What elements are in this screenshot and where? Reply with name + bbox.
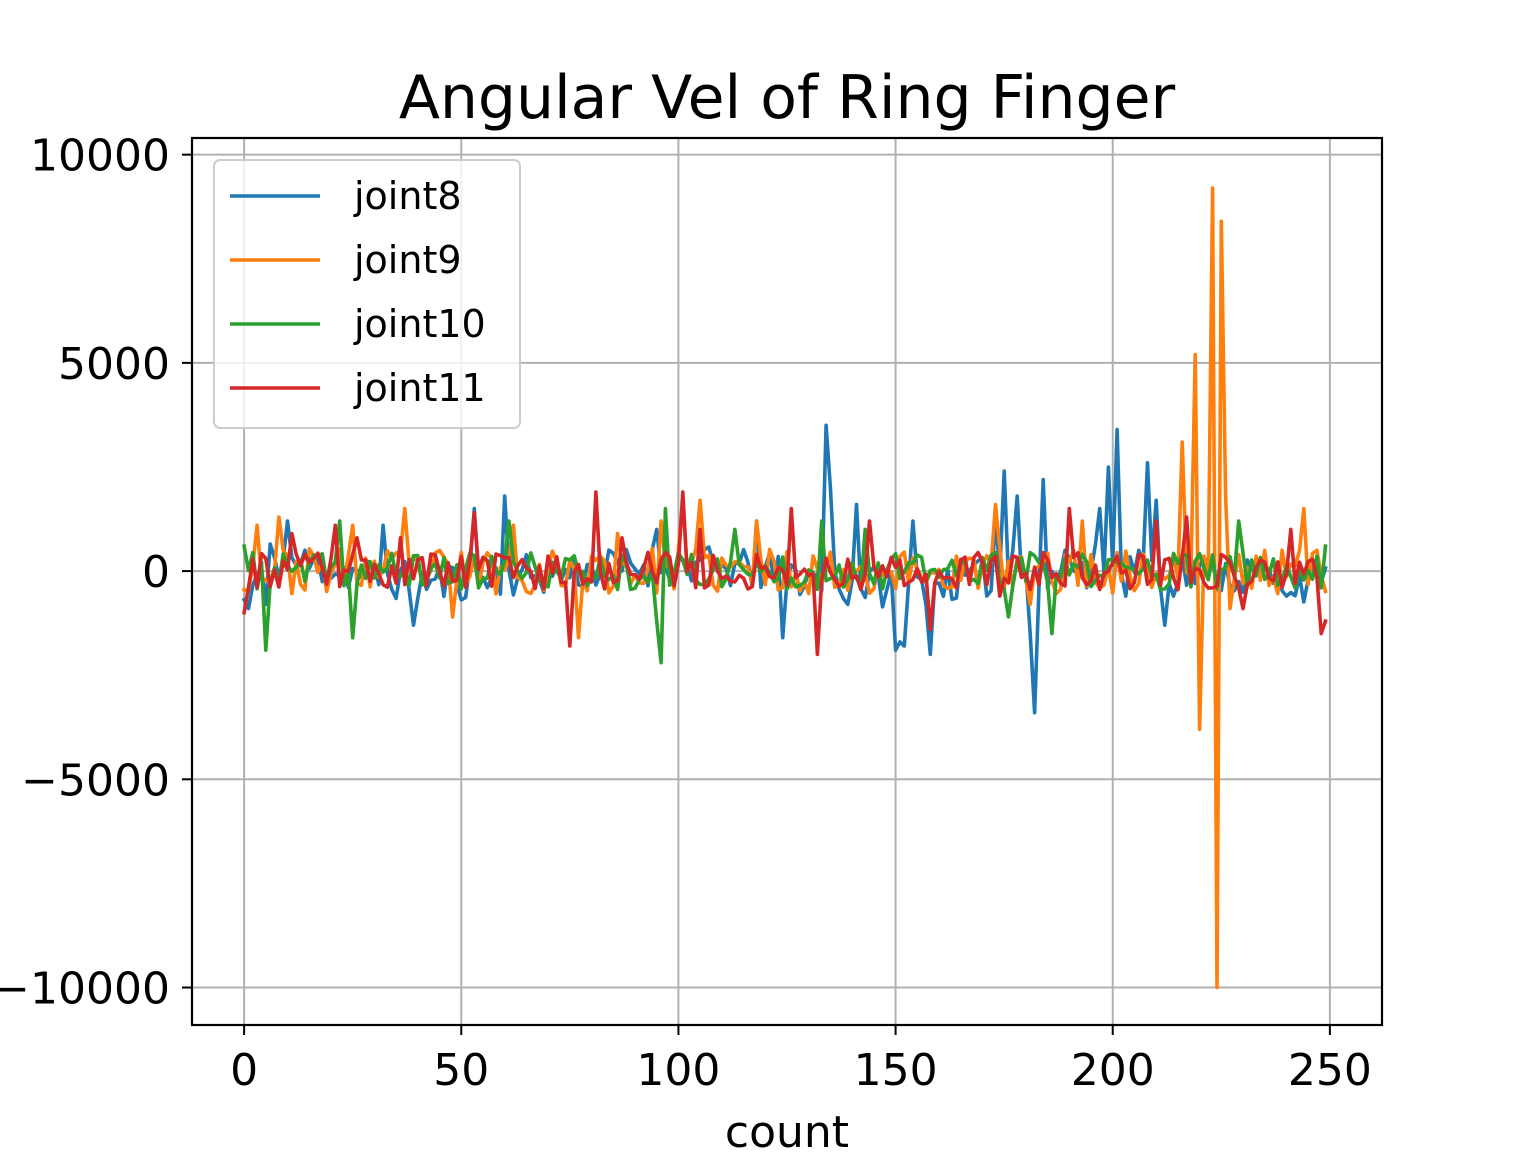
plot-frame xyxy=(190,136,1384,1027)
x-tick-label: 250 xyxy=(1288,1045,1372,1096)
y-tick-label: −5000 xyxy=(21,755,170,806)
series-line-joint11 xyxy=(242,490,1328,657)
x-tick-label: 50 xyxy=(433,1045,489,1096)
x-tick-label: 150 xyxy=(854,1045,938,1096)
x-tick-label: 100 xyxy=(636,1045,720,1096)
legend-box xyxy=(213,159,521,429)
chart-title: Angular Vel of Ring Finger xyxy=(399,63,1176,133)
legend-label-joint11: joint11 xyxy=(353,366,486,410)
legend-label-joint9: joint9 xyxy=(353,238,462,282)
legend-label-joint10: joint10 xyxy=(353,302,486,346)
x-tick-label: 0 xyxy=(230,1045,258,1096)
legend: joint8 joint9 joint10 joint11 xyxy=(213,159,521,429)
legend-label-joint8: joint8 xyxy=(353,174,462,218)
x-tick-label: 200 xyxy=(1071,1045,1155,1096)
y-tick-label: 5000 xyxy=(58,339,170,390)
y-tick-label: −10000 xyxy=(0,964,170,1015)
y-tick-label: 0 xyxy=(142,547,170,598)
y-tick-label: 10000 xyxy=(30,131,170,182)
tick-layer: 0 50 100 150 200 250 10000 5000 0 −5000 −10000 xyxy=(0,131,1372,1096)
series-layer xyxy=(241,186,1328,990)
x-axis-label: count xyxy=(725,1107,849,1152)
